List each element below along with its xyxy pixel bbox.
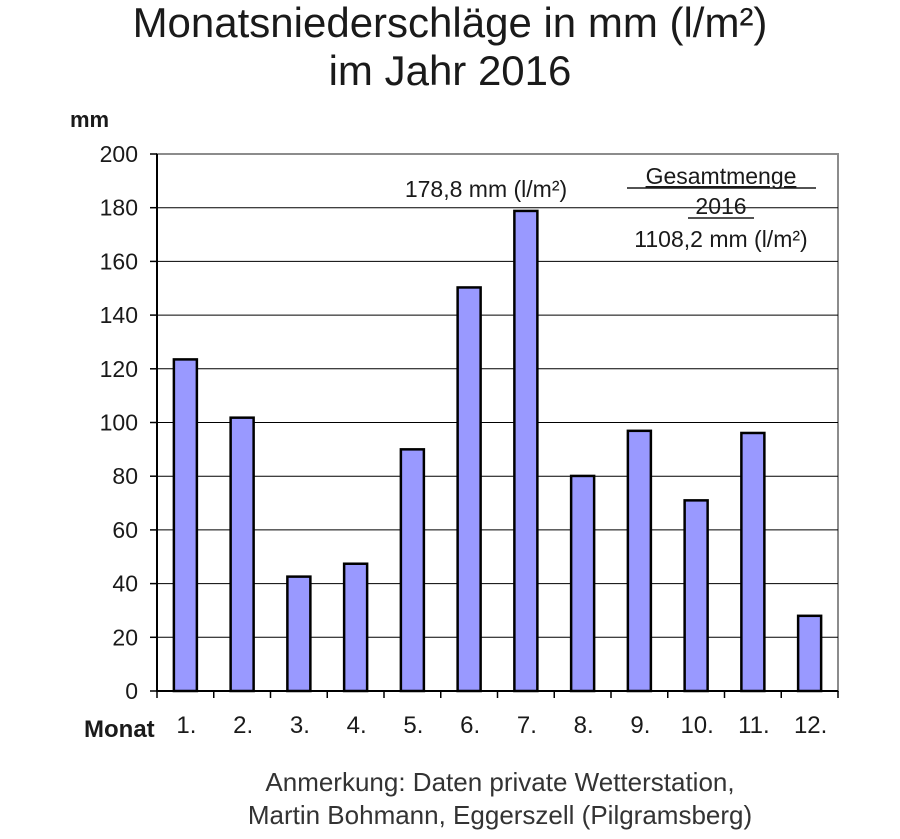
y-tick-label: 20 [112, 624, 138, 650]
y-tick-label: 100 [100, 410, 138, 436]
y-tick-label: 60 [112, 517, 138, 543]
x-tick-label: 8. [574, 712, 594, 739]
x-tick-label: 7. [517, 712, 537, 739]
y-tick-label: 80 [112, 463, 138, 489]
y-tick-label: 40 [112, 571, 138, 597]
total-year: 2016 [695, 193, 746, 219]
y-tick-label: 160 [100, 248, 138, 274]
bar [229, 416, 255, 693]
bar [683, 499, 709, 693]
chart-title: Monatsniederschläge in mm (l/m²) [132, 0, 768, 46]
chart-subtitle: im Jahr 2016 [328, 47, 572, 94]
bar-chart: 0 20 40 60 80 100 120 140 160 180 200 1. 2. 3. 4. 5. 6. 7… [100, 141, 839, 739]
x-tick-label: 9. [630, 712, 650, 739]
y-tick-label: 0 [125, 678, 138, 704]
bar [342, 562, 369, 693]
x-tick-label: 12. [794, 712, 827, 739]
max-value-annotation: 178,8 mm (l/m²) [405, 176, 567, 202]
bar [399, 448, 426, 693]
bar [286, 575, 312, 693]
x-axis-label: Monat [84, 716, 155, 743]
footer-note-line1: Anmerkung: Daten private Wetterstation, [265, 767, 735, 797]
x-tick-label: 2. [233, 712, 253, 739]
bar [740, 431, 766, 693]
bar [513, 209, 539, 693]
x-tick-label: 11. [738, 712, 770, 739]
y-tick-label: 120 [100, 356, 138, 382]
x-tick-label: 10. [680, 712, 713, 739]
bar [456, 286, 482, 693]
x-tick-label: 5. [403, 712, 423, 739]
y-tick-label: 200 [100, 141, 138, 167]
bar [796, 614, 823, 693]
x-tick-label: 1. [176, 712, 196, 739]
y-tick-label: 140 [100, 302, 138, 328]
bar [569, 474, 596, 693]
total-heading: Gesamtmenge [646, 163, 797, 189]
x-tick-label: 6. [460, 712, 480, 739]
x-tick-label: 3. [290, 712, 310, 739]
y-axis-label: mm [70, 107, 110, 132]
total-value: 1108,2 mm (l/m²) [634, 226, 807, 252]
x-tick-label: 4. [347, 712, 367, 739]
bar [626, 429, 653, 693]
footer-note-line2: Martin Bohmann, Eggerszell (Pilgramsberg… [247, 800, 753, 830]
y-tick-label: 180 [100, 195, 138, 221]
bar [172, 358, 199, 693]
